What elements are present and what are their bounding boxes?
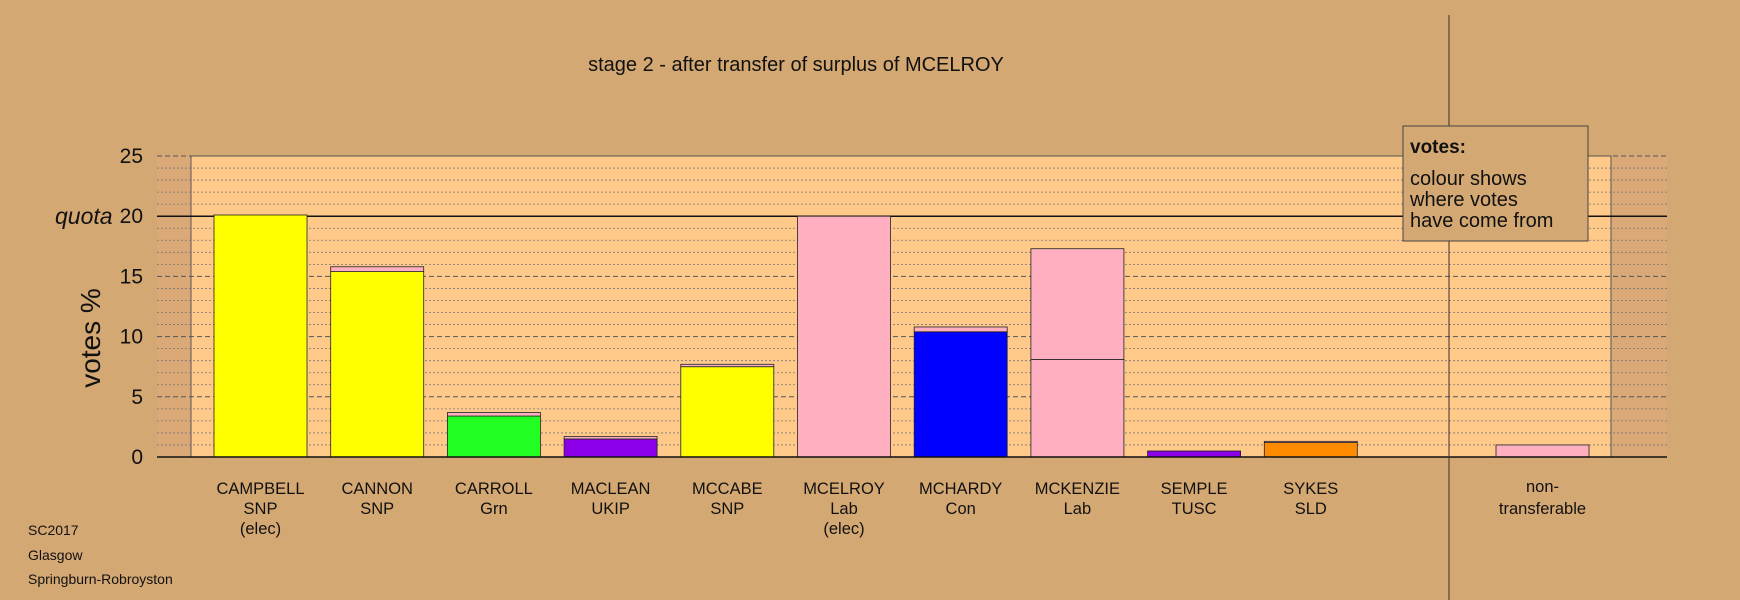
bar-segment-carroll-2: [446, 412, 541, 417]
legend-line-1: colour shows: [1410, 168, 1527, 190]
bar-segment-nontransferable-1: [1495, 444, 1590, 458]
candidate-label-cannon: CANNON: [341, 480, 413, 498]
nontransferable-label: transferable: [1499, 500, 1586, 518]
bar-segment-cannon-1: [330, 271, 425, 458]
candidate-label-cannon: SNP: [360, 500, 394, 518]
candidate-label-mcelroy: Lab: [830, 500, 858, 518]
y-tick-label: 25: [120, 145, 143, 168]
bar-segment-cannon-2: [330, 266, 425, 272]
y-tick-label: 0: [131, 446, 143, 469]
candidate-label-campbell: SNP: [244, 500, 278, 518]
bar-segment-mckenzie-1: [1030, 359, 1125, 458]
bar-segment-mchardy-1: [913, 331, 1008, 458]
footer-council: Glasgow: [28, 547, 83, 563]
plot-band: [190, 155, 1612, 458]
bar-segment-carroll-1: [446, 415, 541, 458]
candidate-label-carroll: CARROLL: [455, 480, 533, 498]
nontransferable-label: non-: [1526, 478, 1559, 496]
bar-segment-campbell-1: [213, 214, 308, 458]
candidate-label-mccabe: SNP: [710, 500, 744, 518]
bar-segment-mccabe-2: [680, 363, 775, 368]
bar-segment-mckenzie-2: [1030, 248, 1125, 360]
footer-ward: Springburn-Robroyston: [28, 571, 173, 587]
candidate-labels: CAMPBELL SNP (elec) CANNON SNP CARROLL Grn MACL…: [216, 478, 1586, 538]
candidate-label-campbell: (elec): [240, 520, 281, 538]
bar-segment-sykes-2: [1263, 440, 1358, 443]
candidate-label-semple: SEMPLE: [1161, 480, 1228, 498]
candidate-label-semple: TUSC: [1172, 500, 1217, 518]
quota-label: quota: [55, 203, 113, 229]
y-axis-label: votes %: [75, 288, 106, 388]
candidate-label-mcelroy: (elec): [823, 520, 864, 538]
candidate-label-carroll: Grn: [480, 500, 508, 518]
candidate-label-mckenzie: MCKENZIE: [1035, 480, 1120, 498]
bar-segment-semple-1: [1147, 450, 1241, 458]
y-tick-label: 20: [120, 205, 143, 228]
y-tick-label: 10: [120, 326, 143, 349]
candidate-label-maclean: UKIP: [591, 500, 630, 518]
legend-line-3: have come from: [1410, 210, 1553, 232]
candidate-label-mckenzie: Lab: [1064, 500, 1092, 518]
bar-segment-mccabe-1: [680, 366, 775, 458]
legend-box: votes: colour shows where votes have com…: [1402, 125, 1589, 242]
candidate-label-mcelroy: MCELROY: [803, 480, 885, 498]
candidate-label-mccabe: MCCABE: [692, 480, 763, 498]
y-axis: 0 5 10 15 20 25 quota: [55, 145, 143, 469]
candidate-label-mchardy: MCHARDY: [919, 480, 1002, 498]
bar-segment-mchardy-2: [913, 326, 1008, 333]
y-tick-label: 5: [131, 386, 143, 409]
bar-segment-maclean-2: [563, 436, 658, 440]
bar-segment-sykes-1: [1263, 442, 1358, 458]
footer-election: SC2017: [28, 522, 79, 538]
footer: SC2017 Glasgow Springburn-Robroyston: [28, 522, 173, 587]
legend-line-2: where votes: [1409, 189, 1518, 211]
bars: [157, 214, 1667, 458]
bar-segment-maclean-1: [563, 438, 658, 458]
stage-title: stage 2 - after transfer of surplus of M…: [588, 54, 1004, 76]
candidate-label-sykes: SLD: [1295, 500, 1327, 518]
candidate-label-campbell: CAMPBELL: [216, 480, 304, 498]
candidate-label-sykes: SYKES: [1283, 480, 1338, 498]
legend-heading: votes:: [1410, 137, 1466, 158]
candidate-label-mchardy: Con: [946, 500, 976, 518]
bar-segment-mcelroy-1: [797, 215, 891, 458]
candidate-label-maclean: MACLEAN: [571, 480, 651, 498]
y-tick-label: 15: [120, 265, 143, 288]
